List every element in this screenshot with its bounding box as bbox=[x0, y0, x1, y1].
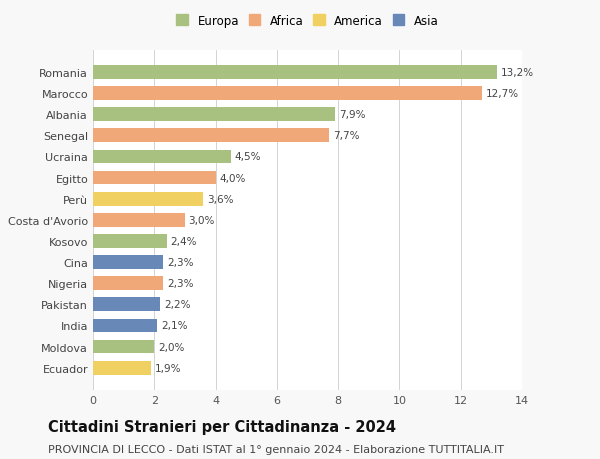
Text: 2,3%: 2,3% bbox=[167, 257, 194, 268]
Bar bbox=[93, 150, 231, 164]
Text: 4,0%: 4,0% bbox=[219, 173, 245, 183]
Text: 2,4%: 2,4% bbox=[170, 236, 197, 246]
Text: 3,0%: 3,0% bbox=[188, 215, 215, 225]
Text: 2,2%: 2,2% bbox=[164, 300, 191, 310]
Text: 2,1%: 2,1% bbox=[161, 321, 188, 330]
Text: 7,9%: 7,9% bbox=[339, 110, 365, 120]
Text: 3,6%: 3,6% bbox=[207, 194, 233, 204]
Bar bbox=[93, 192, 203, 206]
Bar bbox=[93, 87, 482, 101]
Bar bbox=[93, 66, 497, 79]
Bar bbox=[93, 361, 151, 375]
Legend: Europa, Africa, America, Asia: Europa, Africa, America, Asia bbox=[174, 12, 441, 30]
Bar bbox=[93, 319, 157, 333]
Text: 1,9%: 1,9% bbox=[155, 363, 181, 373]
Bar bbox=[93, 129, 329, 143]
Text: PROVINCIA DI LECCO - Dati ISTAT al 1° gennaio 2024 - Elaborazione TUTTITALIA.IT: PROVINCIA DI LECCO - Dati ISTAT al 1° ge… bbox=[48, 444, 504, 454]
Text: 4,5%: 4,5% bbox=[235, 152, 261, 162]
Bar bbox=[93, 340, 154, 353]
Text: 2,3%: 2,3% bbox=[167, 279, 194, 289]
Text: 7,7%: 7,7% bbox=[332, 131, 359, 141]
Text: 2,0%: 2,0% bbox=[158, 342, 184, 352]
Text: 13,2%: 13,2% bbox=[501, 68, 534, 78]
Bar bbox=[93, 256, 163, 269]
Bar bbox=[93, 277, 163, 291]
Bar bbox=[93, 213, 185, 227]
Bar bbox=[93, 171, 215, 185]
Bar bbox=[93, 108, 335, 122]
Text: 12,7%: 12,7% bbox=[486, 89, 519, 99]
Text: Cittadini Stranieri per Cittadinanza - 2024: Cittadini Stranieri per Cittadinanza - 2… bbox=[48, 419, 396, 434]
Bar bbox=[93, 235, 167, 248]
Bar bbox=[93, 298, 160, 312]
